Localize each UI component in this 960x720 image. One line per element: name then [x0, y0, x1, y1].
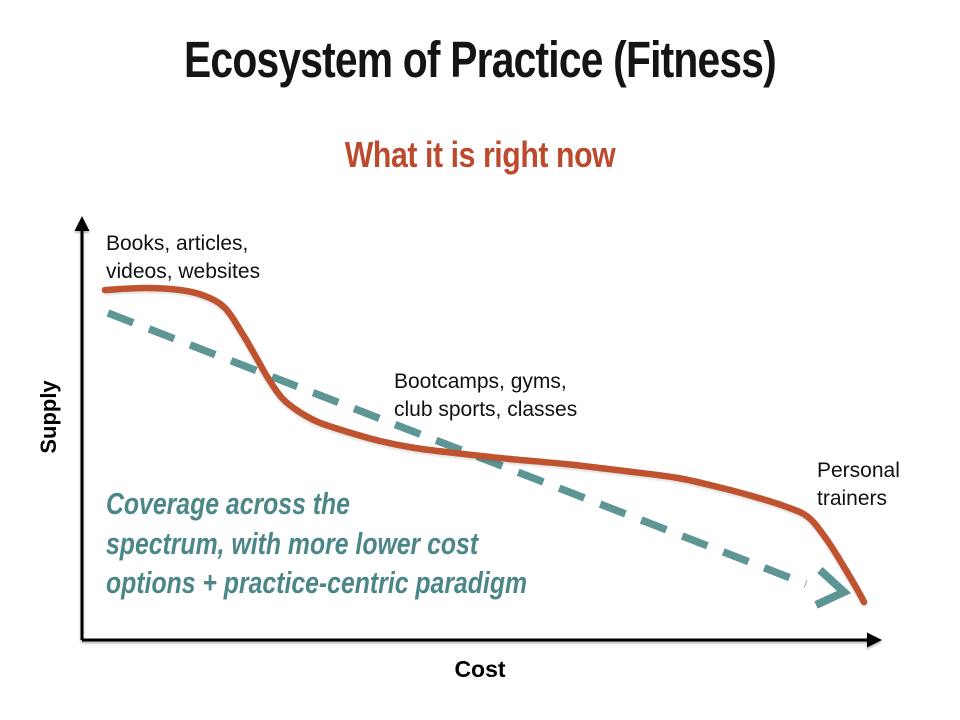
slide-title: Ecosystem of Practice (Fitness) — [184, 31, 777, 88]
coverage-note: Coverage across the spectrum, with more … — [106, 486, 528, 601]
x-axis-label: Cost — [454, 656, 506, 682]
trend-arrow-line — [106, 309, 808, 588]
label-books-articles: Books, articles, videos, websites — [106, 232, 261, 283]
label-personal-trainers: Personal trainers — [817, 459, 900, 510]
label-bootcamps-gyms: Bootcamps, gyms, club sports, classes — [394, 370, 578, 421]
trend-arrowhead-icon — [814, 567, 852, 609]
slide-subtitle: What it is right now — [344, 134, 616, 175]
supply-curve — [101, 284, 868, 606]
y-axis-label: Supply — [36, 380, 61, 454]
